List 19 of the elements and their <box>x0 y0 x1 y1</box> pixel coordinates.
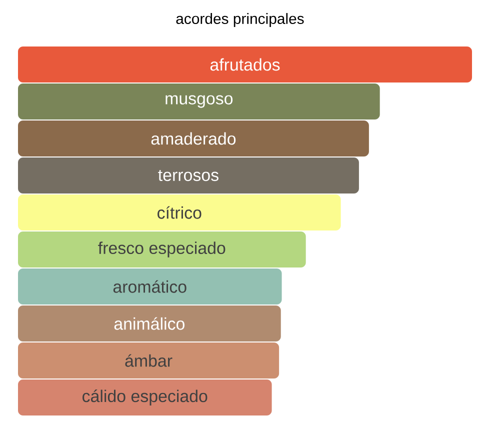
y-tick-label: cálido especiado <box>82 390 208 406</box>
bar <box>18 158 359 194</box>
bar <box>18 120 369 157</box>
bar <box>18 194 341 231</box>
bar <box>18 46 472 83</box>
bar <box>18 268 282 305</box>
y-tick-label: fresco especiado <box>98 242 226 258</box>
bar <box>18 306 281 342</box>
chart-title: acordes principales <box>176 13 304 27</box>
bar <box>18 232 306 268</box>
y-tick-label: afrutados <box>210 58 280 71</box>
bar <box>18 84 380 120</box>
y-tick-label: ámbar <box>125 354 172 367</box>
y-tick-label: terrosos <box>158 170 218 182</box>
y-tick-label: animálico <box>114 317 184 330</box>
y-tick-label: cítrico <box>158 206 202 219</box>
y-tick-label: aromático <box>113 280 186 293</box>
y-tick-label: musgoso <box>166 95 233 108</box>
y-tick-label: amaderado <box>151 132 236 145</box>
